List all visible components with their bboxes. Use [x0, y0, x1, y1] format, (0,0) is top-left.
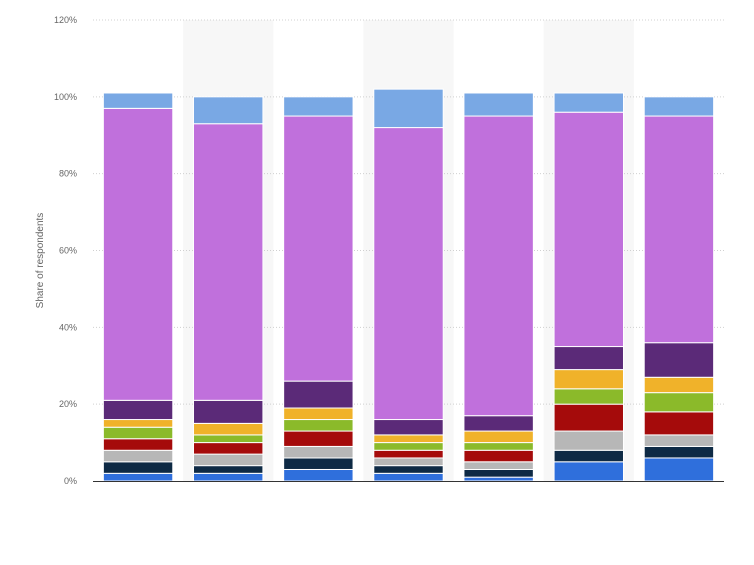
bar-segment	[643, 445, 715, 459]
bar-segment	[373, 127, 444, 421]
y-tick-label: 40%	[59, 322, 77, 332]
bar-segment	[553, 430, 624, 451]
bar-segment	[643, 457, 715, 482]
bar-segment	[193, 465, 264, 474]
bar-segment	[102, 461, 174, 474]
bar-segment	[102, 399, 174, 421]
bar-segment	[283, 445, 354, 459]
bar-segment	[553, 111, 624, 348]
bar-segment	[283, 380, 354, 409]
bar-segment	[193, 422, 264, 436]
bar-segment	[463, 476, 534, 482]
bar-segment	[283, 96, 354, 117]
bar-segment	[193, 472, 264, 482]
bar-segment	[283, 457, 354, 470]
bar-segment	[193, 123, 264, 401]
bar-segment	[373, 419, 444, 436]
bar-segment	[283, 468, 354, 482]
bar-segment	[553, 449, 624, 463]
bar-segment	[102, 92, 174, 109]
bar-segment	[373, 465, 444, 474]
bar-segment	[553, 403, 624, 432]
bar-segment	[643, 411, 715, 436]
bar-segment	[102, 419, 174, 428]
bar-segment	[553, 346, 624, 371]
bar-segment	[373, 472, 444, 482]
bar-segment	[283, 430, 354, 447]
bar-segment	[102, 438, 174, 451]
bar-segment	[373, 88, 444, 129]
bar-segment	[553, 369, 624, 390]
bar-segment	[463, 92, 534, 117]
bar-segment	[643, 434, 715, 447]
y-axis-ticks: 0% 20% 40% 60% 80% 100% 120%	[54, 15, 77, 486]
bar-segment	[193, 399, 264, 424]
bar-segment	[463, 468, 534, 478]
bar-segment	[643, 342, 715, 378]
bar-segment	[373, 434, 444, 444]
bar-segment	[463, 442, 534, 451]
bar-segment	[463, 115, 534, 417]
bar-segment	[643, 392, 715, 413]
bar-segment	[643, 96, 715, 117]
bar-segment	[193, 453, 264, 467]
bar-segment	[373, 457, 444, 467]
y-tick-label: 100%	[54, 92, 77, 102]
y-tick-label: 20%	[59, 399, 77, 409]
bar-segment	[102, 107, 174, 401]
bar-segment	[463, 449, 534, 463]
bar-segment	[193, 96, 264, 125]
bar-segment	[373, 442, 444, 451]
y-tick-label: 80%	[59, 169, 77, 179]
y-tick-label: 0%	[64, 476, 77, 486]
bar-segment	[643, 376, 715, 394]
y-tick-label: 60%	[59, 246, 77, 256]
bar-segment	[553, 92, 624, 113]
bar-segment	[643, 115, 715, 344]
bar-segment	[463, 461, 534, 470]
bar-segment	[553, 461, 624, 482]
bar-segment	[463, 415, 534, 432]
y-tick-label: 120%	[54, 15, 77, 25]
bar-segment	[193, 434, 264, 444]
bar-segment	[283, 115, 354, 382]
bar-segment	[463, 430, 534, 444]
y-axis-title: Share of respondents	[35, 213, 46, 309]
bar-segment	[553, 388, 624, 405]
bar-segment	[102, 426, 174, 440]
bar-segment	[283, 407, 354, 421]
bars	[102, 88, 715, 482]
bar-segment	[193, 442, 264, 455]
bar-segment	[373, 449, 444, 459]
bar-segment	[283, 419, 354, 432]
bar-segment	[102, 449, 174, 463]
bar-segment	[102, 472, 174, 482]
